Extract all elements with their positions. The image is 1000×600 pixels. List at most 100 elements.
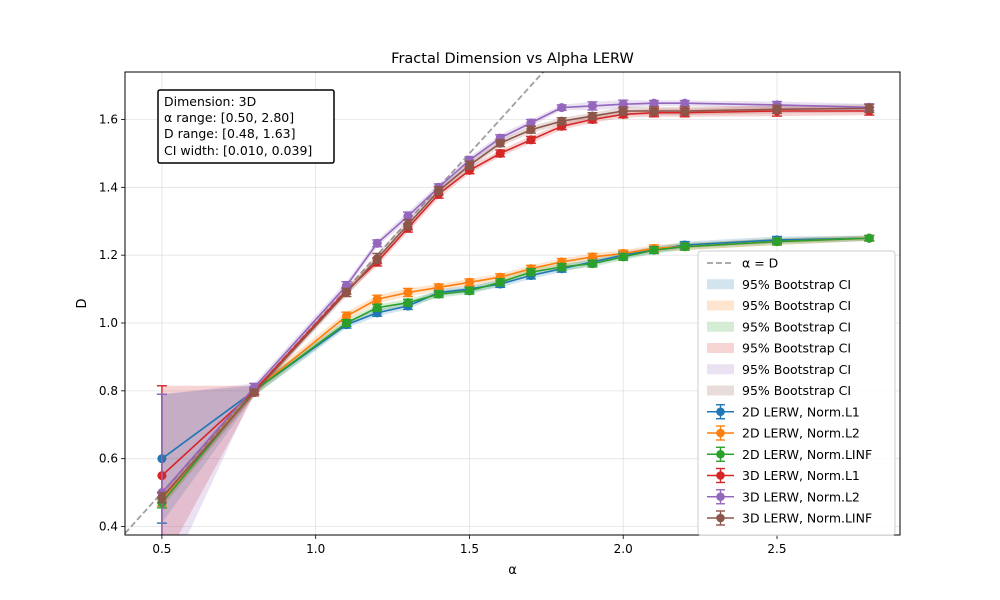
legend-label: α = D (742, 256, 778, 271)
y-tick-label: 0.6 (99, 452, 118, 466)
data-point (557, 103, 567, 113)
legend-label: 2D LERW, Norm.L1 (742, 404, 860, 419)
x-tick-label: 2.0 (614, 542, 633, 556)
series-line (161, 237, 870, 500)
y-tick-label: 0.8 (99, 384, 118, 398)
data-point (557, 116, 567, 126)
y-axis-ticks: 0.4 0.6 0.8 1.0 1.2 1.4 1.6 (99, 112, 125, 534)
data-point (526, 125, 536, 135)
legend-frame (697, 250, 896, 536)
legend-swatch-marker (716, 428, 725, 438)
legend-swatch-marker (716, 513, 725, 523)
data-point (464, 277, 474, 287)
x-tick-label: 1.5 (460, 542, 479, 556)
info-box: Dimension: 3D α range: [0.50, 2.80] D ra… (157, 89, 335, 164)
info-line-d-range: D range: [0.48, 1.63] (164, 126, 296, 141)
data-point (372, 254, 382, 264)
legend-swatch (707, 364, 734, 375)
data-point (649, 245, 659, 255)
data-point (864, 103, 874, 113)
series-5 (156, 103, 875, 504)
legend-entry-series-2: 2D LERW, Norm.LINF (707, 446, 872, 462)
data-point (680, 242, 690, 252)
legend-label: 95% Bootstrap CI (742, 277, 851, 292)
data-point (403, 287, 413, 298)
data-point (618, 252, 628, 262)
data-point (557, 262, 567, 272)
series-line (161, 107, 870, 499)
data-point (341, 287, 351, 298)
y-tick-label: 1.0 (99, 316, 118, 330)
data-point (372, 294, 382, 304)
plot-frame (124, 71, 901, 536)
legend-label: 3D LERW, Norm.L2 (742, 489, 860, 504)
legend-label: 95% Bootstrap CI (742, 362, 851, 377)
legend-label: 3D LERW, Norm.LINF (742, 511, 872, 526)
data-point (772, 237, 782, 247)
data-point (495, 148, 505, 158)
legend-label: 3D LERW, Norm.L1 (742, 468, 860, 483)
data-point (587, 111, 598, 121)
data-point (526, 135, 536, 145)
data-point (434, 186, 444, 196)
x-axis-ticks: 0.5 1.0 1.5 2.0 2.5 (152, 535, 787, 556)
legend-swatch (707, 321, 734, 332)
y-tick-label: 1.2 (99, 248, 118, 262)
legend-label: 95% Bootstrap CI (742, 383, 851, 398)
data-point (680, 98, 690, 108)
series-layer (156, 98, 875, 535)
x-axis-label: α (508, 563, 517, 578)
series-line (161, 102, 870, 494)
legend-swatch (707, 343, 734, 353)
legend-swatch (707, 300, 734, 311)
legend-entry-ci-2: 95% Bootstrap CI (707, 319, 851, 334)
data-point (649, 106, 659, 116)
x-tick-label: 1.0 (306, 542, 325, 556)
data-point (464, 286, 474, 296)
data-point (772, 104, 782, 114)
legend-swatch (707, 385, 734, 396)
legend-label: 95% Bootstrap CI (742, 298, 851, 313)
legend-label: 2D LERW, Norm.L2 (742, 426, 860, 441)
data-point (464, 160, 474, 170)
legend-entry-ci-5: 95% Bootstrap CI (707, 383, 851, 398)
legend-label: 95% Bootstrap CI (742, 319, 851, 334)
data-point (403, 220, 413, 230)
legend-entry-series-3: 3D LERW, Norm.L1 (707, 467, 860, 484)
data-point (249, 387, 259, 398)
series-2 (156, 233, 875, 509)
legend-label: 2D LERW, Norm.LINF (742, 447, 872, 462)
data-point (495, 277, 505, 287)
legend-swatch-marker (716, 449, 725, 459)
legend-entry-ci-1: 95% Bootstrap CI (707, 298, 851, 313)
legend-label: 95% Bootstrap CI (742, 341, 851, 356)
y-axis-label: D (75, 298, 90, 308)
legend-entry-series-5: 3D LERW, Norm.LINF (707, 510, 872, 526)
legend-swatch-marker (716, 407, 725, 417)
legend-entry-series-1: 2D LERW, Norm.L2 (707, 425, 860, 441)
legend-entry-reference: α = D (707, 256, 778, 271)
data-point (587, 101, 598, 111)
data-point (495, 138, 505, 148)
legend-swatch-marker (716, 492, 725, 502)
data-point (372, 303, 382, 313)
data-point (526, 267, 536, 277)
data-point (680, 106, 690, 116)
data-point (341, 318, 351, 328)
data-point (434, 289, 444, 299)
chart-title: Fractal Dimension vs Alpha LERW (391, 51, 634, 67)
legend-entry-ci-0: 95% Bootstrap CI (707, 277, 851, 292)
legend-entry-ci-3: 95% Bootstrap CI (707, 341, 851, 356)
y-tick-label: 0.4 (99, 520, 118, 534)
data-point (157, 493, 167, 503)
data-point (587, 259, 598, 269)
y-tick-label: 1.6 (99, 112, 118, 126)
data-point (403, 298, 413, 308)
x-tick-label: 2.5 (767, 542, 786, 556)
legend-entry-series-4: 3D LERW, Norm.L2 (707, 489, 860, 505)
series-line (161, 237, 870, 504)
legend-entry-ci-4: 95% Bootstrap CI (707, 362, 851, 377)
legend: α = D 95% Bootstrap CI 95% Bootstrap CI 95%… (697, 250, 896, 536)
data-point (649, 98, 659, 108)
